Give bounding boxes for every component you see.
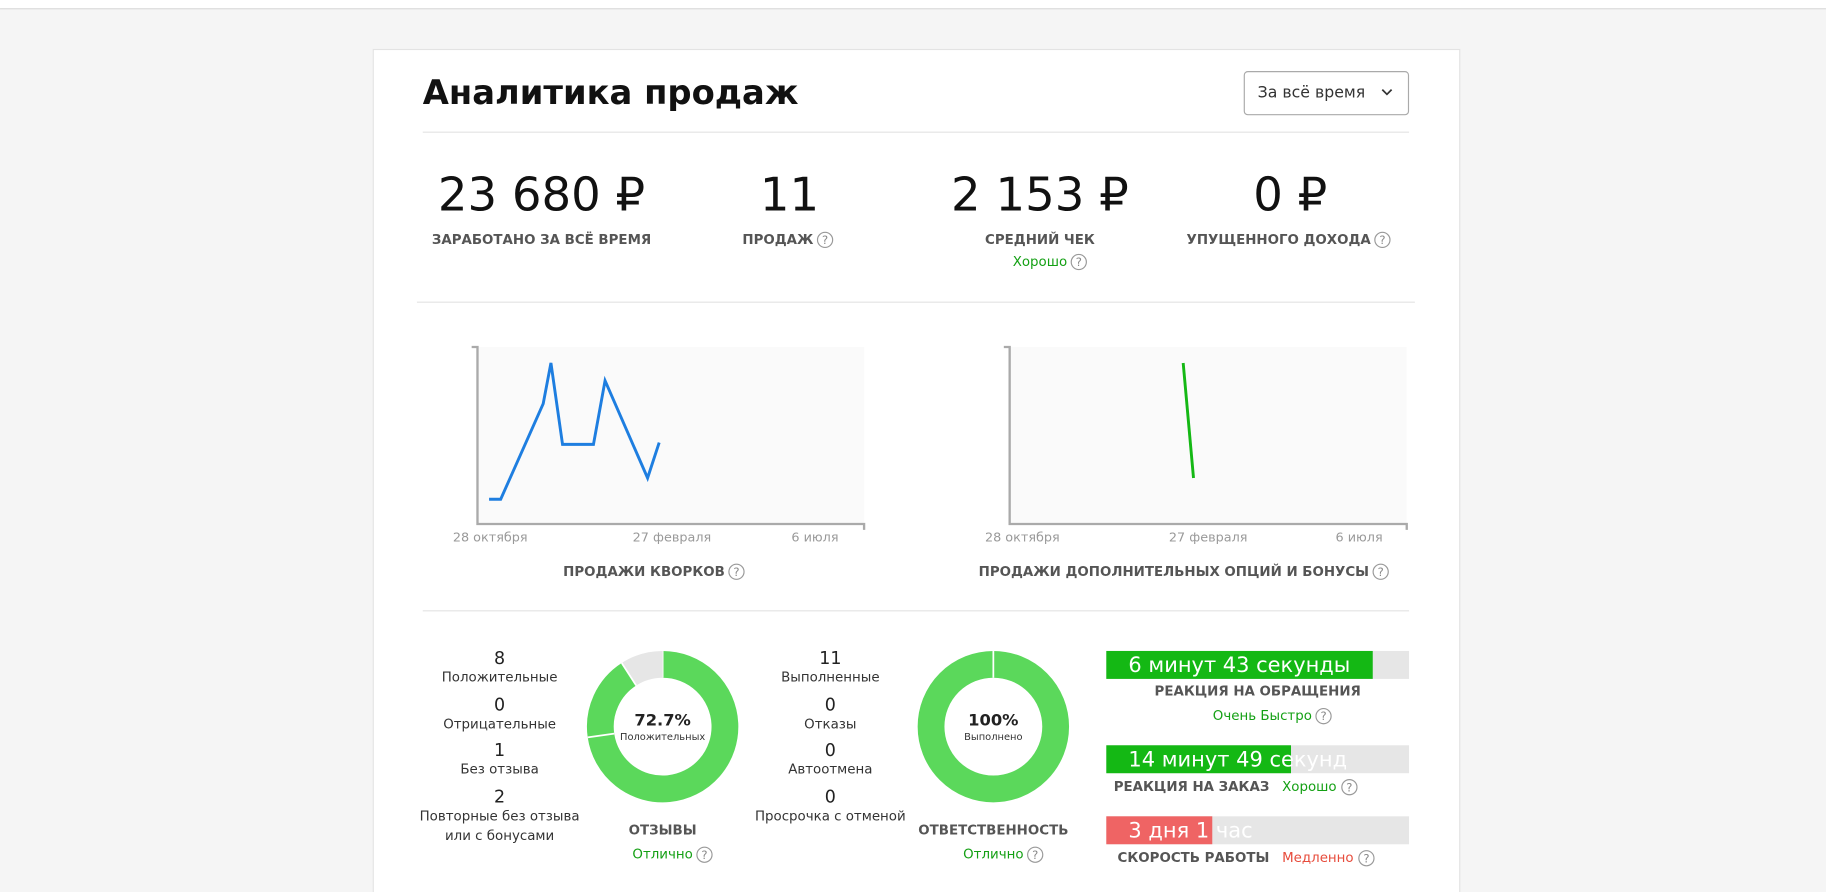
plot-area [477,347,865,525]
stat-label: ЗАРАБОТАНО ЗА ВСЁ ВРЕМЯ [432,231,651,248]
label: Отлично [632,848,692,863]
count-label: или с бонусами [445,828,554,844]
label: Хорошо [1013,255,1067,270]
speed-rating: Хорошо [1282,780,1336,795]
help-icon-text[interactable]: ? [1076,255,1082,269]
donut-separator [587,732,615,739]
count: 2 [494,788,505,808]
bar-fill [1106,816,1213,845]
x-tick-label: 28 октября [985,530,1060,545]
bar-text: 3 дня 1 час [1128,818,1252,842]
x-tick-label: 28 октября [453,530,528,545]
count-label: Повторные без отзыва [420,808,580,824]
count-label: Автоотмена [788,763,872,778]
count: 0 [494,696,505,716]
help-icon-text[interactable]: ? [701,848,707,862]
bar-fill [1106,650,1373,679]
donut-value: 100% [968,710,1018,729]
x-tick-label: 27 февраля [633,530,712,545]
help-icon[interactable] [1315,708,1332,725]
stat-value: 2 153 ₽ [951,167,1129,221]
period-select[interactable] [1243,71,1410,116]
label: ПРОДАЖИ ДОПОЛНИТЕЛЬНЫХ ОПЦИЙ И БОНУСЫ [979,562,1369,580]
label: Отлично [963,848,1023,863]
count-label: Отрицательные [443,717,556,732]
stat-value: 23 680 ₽ [438,167,645,221]
help-icon[interactable] [1027,846,1044,863]
speed-label: РЕАКЦИЯ НА ОБРАЩЕНИЯ [1155,685,1361,700]
select-chevron[interactable] [1381,89,1393,96]
stat-value: 0 ₽ [1253,167,1327,221]
x-tick-label: 6 июля [1335,530,1382,545]
period-select-text[interactable]: За всё время [1258,83,1366,102]
sales-line [489,362,661,501]
count-label: Просрочка с отменой [755,809,906,824]
label: Очень Быстро [1213,709,1312,724]
help-icon-text[interactable]: ? [822,233,828,247]
count-label: Отказы [804,717,856,732]
donut-segment [621,650,664,686]
stat-value: 11 [760,167,819,221]
help-icon[interactable] [728,563,745,580]
top-bar [0,0,1826,9]
label: ПРОДАЖИ КВОРКОВ [563,565,725,580]
count: 0 [825,788,836,808]
help-icon[interactable] [1372,563,1389,580]
count-label: Без отзыва [460,763,539,778]
count-label: Выполненные [781,671,879,686]
speed-label: РЕАКЦИЯ НА ЗАКАЗ [1114,780,1270,795]
label: УПУЩЕННОГО ДОХОДА [1187,233,1372,248]
sales-line [1181,362,1195,479]
help-icon-text[interactable]: ? [733,565,739,579]
x-tick-label: 27 февраля [1169,530,1248,545]
label: ПРОДАЖ [742,233,814,248]
help-icon-text[interactable]: ? [1378,565,1384,579]
count: 0 [825,696,836,716]
plot-area [1009,347,1407,525]
donut-value: 72.7% [634,710,691,729]
count: 1 [494,741,505,761]
bar-text: 6 минут 43 секунды [1128,653,1350,677]
help-icon-text[interactable]: ? [1379,233,1385,247]
speed-rating: Медленно [1282,851,1353,866]
axis [1003,345,1408,530]
donut-segment [586,662,637,738]
x-tick-label: 6 июля [791,530,838,545]
help-icon[interactable] [1070,253,1087,271]
help-icon-text[interactable]: ? [1320,709,1326,723]
count: 8 [494,649,505,669]
help-icon-text[interactable]: ? [1032,848,1038,862]
axis [471,345,866,530]
speed-label: СКОРОСТЬ РАБОТЫ [1118,851,1270,866]
block-title: ОТВЕТСТВЕННОСТЬ [918,823,1068,838]
donut-label: Выполнено [964,732,1022,743]
help-icon[interactable] [696,846,713,863]
help-icon[interactable] [1341,779,1358,796]
help-icon[interactable] [816,231,834,249]
count: 11 [819,649,841,669]
donut-label: Положительных [620,732,705,743]
bar-fill [1106,745,1291,774]
help-icon[interactable] [1358,850,1375,867]
count: 0 [825,741,836,761]
help-icon[interactable] [1374,231,1391,249]
count-label: Положительные [442,671,558,686]
help-icon-text[interactable]: ? [1363,851,1369,865]
donut-separator [620,662,637,686]
donut-segment [587,650,739,803]
bar-text: 14 минут 49 секунд [1128,747,1347,771]
page-title: Аналитика продаж [423,73,799,112]
stat-label: СРЕДНИЙ ЧЕК [985,230,1095,248]
block-title: ОТЗЫВЫ [629,823,697,838]
help-icon-text[interactable]: ? [1346,780,1352,794]
